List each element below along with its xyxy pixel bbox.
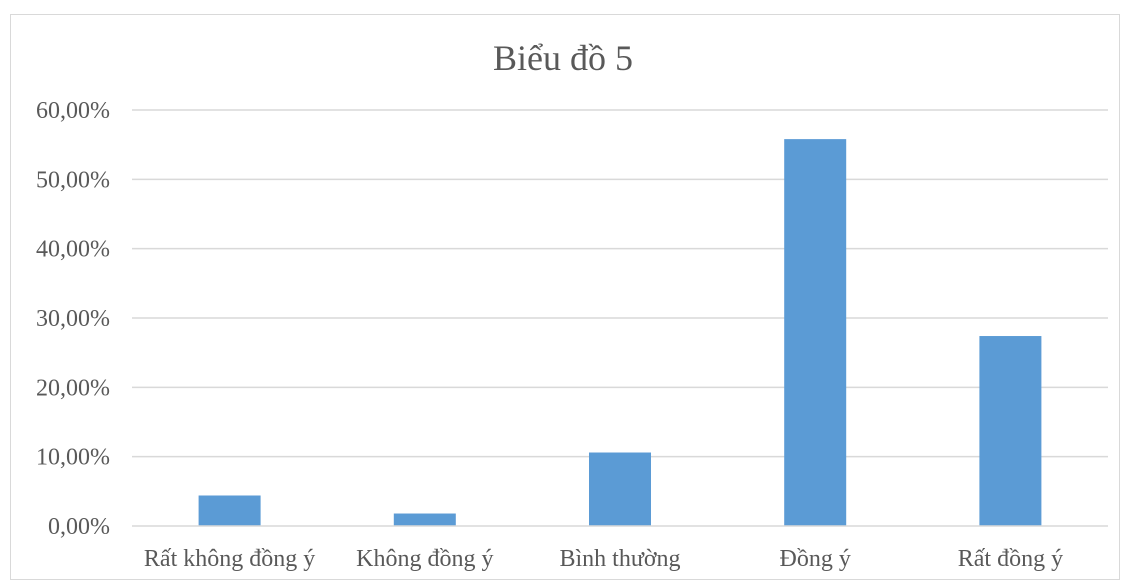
y-tick-label: 50,00% [36,167,110,193]
bar [979,336,1042,526]
chart-frame [10,14,1120,580]
bars [198,139,1042,526]
x-category-label: Bình thường [559,546,680,572]
x-category-label: Đồng ý [780,546,851,572]
y-tick-label: 30,00% [36,306,110,332]
y-tick-label: 10,00% [36,445,110,471]
bar [198,495,261,526]
y-tick-label: 20,00% [36,375,110,401]
x-category-label: Rất đồng ý [958,546,1063,572]
bar [393,513,456,526]
bar [784,139,847,526]
y-tick-label: 0,00% [48,514,110,540]
gridlines [132,109,1108,458]
y-tick-label: 60,00% [36,98,110,124]
y-tick-label: 40,00% [36,237,110,263]
bar [589,452,651,526]
x-category-label: Không đồng ý [356,546,493,572]
x-category-label: Rất không đồng ý [144,546,315,572]
x-axis-category-labels: Rất không đồng ý Không đồng ý Bình thường Đ… [144,546,1063,572]
y-axis-tick-labels: 0,00% 10,00% 20,00% 30,00% 40,00% 50,00% 60,00… [36,98,110,540]
chart-title: Biểu đồ 5 [493,38,633,78]
